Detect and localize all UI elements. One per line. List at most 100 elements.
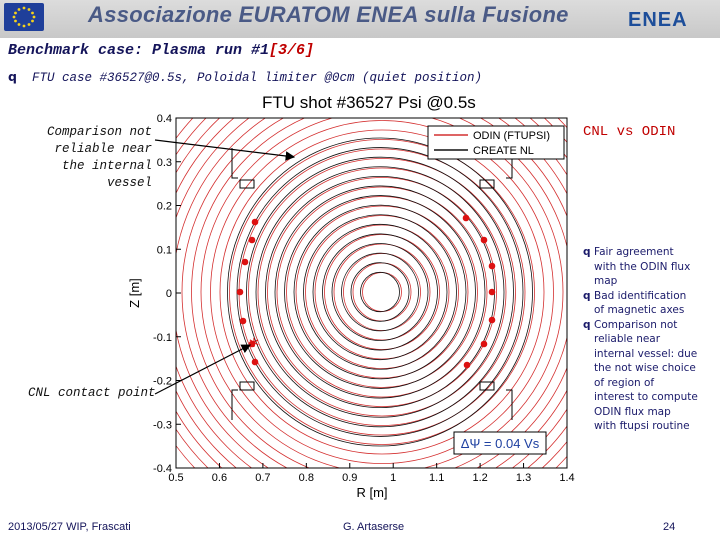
list-line: the not wise choice xyxy=(594,362,696,374)
contact-point-marker: * xyxy=(249,334,259,358)
x-axis-label: R [m] xyxy=(356,485,387,500)
create-nl-flux-contour xyxy=(360,271,400,313)
cnl-point xyxy=(251,358,259,366)
comparison-line: vessel xyxy=(106,176,152,190)
x-tick-label: 0.9 xyxy=(342,472,357,484)
flux-contours xyxy=(176,118,567,468)
slide-title: Benchmark case: Plasma run #1[3/6] xyxy=(8,42,314,59)
bullet-marker: q xyxy=(8,69,17,84)
list-item: q Fair agreement with the ODIN flux map xyxy=(583,245,718,289)
list-line: with the ODIN flux xyxy=(594,260,691,273)
comparison-annotation: Comparison not reliable near the interna… xyxy=(22,124,152,192)
slide-title-text: Benchmark case: Plasma run #1 xyxy=(8,42,270,59)
odin-flux-contour xyxy=(267,177,497,407)
odin-flux-contour xyxy=(248,158,516,426)
create-nl-flux-contour xyxy=(265,175,495,409)
odin-flux-contour xyxy=(238,148,526,436)
cnl-point xyxy=(241,258,249,266)
create-nl-flux-contour xyxy=(293,204,467,380)
comparison-arrow xyxy=(154,139,296,161)
footer-date: 2013/05/27 WIP, Frascati xyxy=(8,521,131,533)
odin-flux-contour xyxy=(305,215,459,369)
odin-flux-contour xyxy=(352,262,412,322)
y-tick-label: -0.3 xyxy=(153,419,172,431)
delta-psi-box: ΔΨ = 0.04 Vs xyxy=(453,431,547,455)
comparison-line: the internal xyxy=(61,159,152,173)
odin-flux-contour xyxy=(324,234,440,350)
legend-odin-label: ODIN (FTUPSI) xyxy=(473,130,550,142)
cnl-point xyxy=(463,361,471,369)
list-line: interest to compute xyxy=(594,391,698,403)
cnl-point xyxy=(239,317,247,325)
y-tick-label: 0.3 xyxy=(157,157,172,169)
bullet-case: FTU case #36527@0.5s xyxy=(31,71,182,85)
y-tick-label: 0 xyxy=(166,288,172,300)
create-nl-flux-contour xyxy=(236,147,524,437)
list-line: of region of xyxy=(594,376,655,389)
odin-flux-contour xyxy=(295,205,469,379)
contact-point-annotation: CNL contact point xyxy=(28,386,156,400)
odin-flux-contour xyxy=(210,120,554,464)
cnl-point xyxy=(480,236,488,244)
list-line: map xyxy=(594,275,618,287)
list-bullet: q xyxy=(583,246,591,258)
cnl-point xyxy=(251,218,259,226)
odin-flux-contour xyxy=(200,118,564,468)
x-tick-label: 1.1 xyxy=(429,472,444,484)
list-bullet: q xyxy=(583,318,591,331)
odin-flux-contour xyxy=(176,118,567,468)
cnl-point xyxy=(462,214,470,222)
list-line: internal vessel: due xyxy=(594,347,698,360)
odin-flux-contour xyxy=(362,272,402,312)
y-tick-label: -0.2 xyxy=(153,376,172,388)
create-nl-flux-contour xyxy=(341,252,419,332)
plot-legend: ODIN (FTUPSI) CREATE NL xyxy=(427,125,565,160)
x-tick-label: 0.7 xyxy=(255,472,270,484)
list-line: with ftupsi routine xyxy=(594,420,690,432)
odin-flux-contour xyxy=(191,118,567,468)
odin-flux-contour xyxy=(176,118,567,468)
odin-flux-contour xyxy=(286,196,478,388)
x-tick-label: 0.8 xyxy=(299,472,314,484)
odin-flux-contour xyxy=(229,139,535,445)
create-nl-flux-contour xyxy=(274,185,486,399)
create-nl-flux-contour xyxy=(284,195,476,389)
comparison-line: Comparison not xyxy=(46,125,152,139)
create-nl-flux-contour xyxy=(255,166,505,418)
bullet-line: q FTU case #36527@0.5s, Poloidal limiter… xyxy=(8,69,482,85)
cnl-point xyxy=(236,288,244,296)
delta-psi-label: ΔΨ = 0.04 Vs xyxy=(461,436,540,451)
create-nl-flux-contour xyxy=(303,214,457,370)
y-tick-label: -0.1 xyxy=(153,332,172,344)
cnl-point xyxy=(488,262,496,270)
x-tick-label: 1.4 xyxy=(559,472,574,484)
slide-title-page: [3/6] xyxy=(269,42,315,59)
header-banner xyxy=(0,0,720,38)
list-bullet: q xyxy=(583,289,591,302)
create-nl-flux-contour xyxy=(227,137,533,447)
x-tick-label: 1.2 xyxy=(472,472,487,484)
x-tick-label: 0.5 xyxy=(168,472,183,484)
y-tick-label: 0.4 xyxy=(157,113,172,125)
x-tick-label: 1 xyxy=(390,472,396,484)
x-tick-label: 1.3 xyxy=(516,472,531,484)
cnl-point xyxy=(480,340,488,348)
enea-logo: ENEA xyxy=(628,9,688,31)
y-tick-label: 0.2 xyxy=(157,201,172,213)
contact-arrow xyxy=(154,344,252,395)
eu-flag-logo xyxy=(4,3,44,31)
odin-flux-contour xyxy=(314,224,450,360)
list-line: Bad identification xyxy=(594,289,687,302)
cnl-vs-odin-label: CNL vs ODIN xyxy=(583,124,676,140)
create-nl-flux-contour xyxy=(331,243,429,341)
footer-author: G. Artaserse xyxy=(343,521,405,533)
create-nl-flux-contour xyxy=(312,223,448,361)
odin-flux-contour xyxy=(333,243,431,341)
page-number: 24 xyxy=(663,521,676,533)
x-tick-label: 0.6 xyxy=(212,472,227,484)
list-line: of magnetic axes xyxy=(594,304,685,316)
cnl-point xyxy=(488,316,496,324)
bullet-suffix: , Poloidal limiter @0cm (quiet position) xyxy=(182,71,483,85)
comparison-line: reliable near xyxy=(54,142,152,156)
